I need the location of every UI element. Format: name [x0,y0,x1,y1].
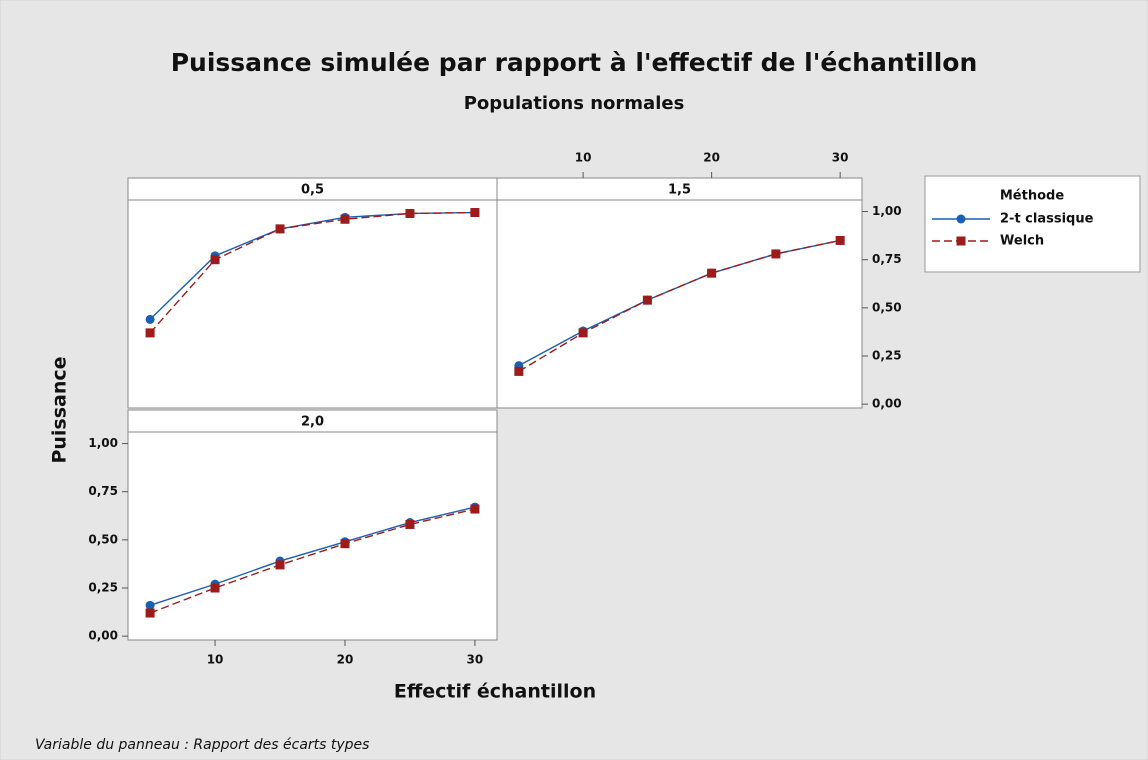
marker [340,214,350,224]
series-line [149,211,475,320]
marker [340,539,350,549]
y-tick-label: 0,50 [872,300,902,314]
marker [835,235,845,245]
chart-subtitle: Populations normales [464,93,685,114]
x-tick-label: 20 [337,653,354,667]
series-line [149,508,476,614]
marker [405,208,415,218]
marker [145,328,155,338]
legend-marker [956,214,966,224]
marker [275,224,285,234]
chart-title: Puissance simulée par rapport à l'effect… [171,48,978,77]
plot-area [496,199,863,409]
panel-label: 0,5 [301,183,324,198]
y-tick-label: 0,00 [88,629,118,643]
marker [642,295,652,305]
marker [275,560,285,570]
legend-marker [956,236,966,246]
legend-label: 2-t classique [1000,212,1094,227]
series-line [149,506,476,606]
y-tick-label: 0,50 [88,532,118,546]
marker [707,268,717,278]
marker [145,314,155,324]
marker [470,504,480,514]
marker [405,519,415,529]
plot-area [127,199,498,409]
y-axis-label: Puissance [49,356,71,463]
marker [145,608,155,618]
x-tick-label: 10 [575,151,592,165]
x-axis-label: Effectif échantillon [394,681,596,703]
x-tick-label: 10 [207,653,224,667]
x-tick-label: 30 [832,151,849,165]
panel-label: 1,5 [668,183,691,198]
marker [470,208,480,218]
y-tick-label: 0,25 [88,581,118,595]
y-tick-label: 0,00 [872,397,902,411]
panel-label: 2,0 [301,415,324,430]
legend-title: Méthode [1000,189,1064,204]
x-tick-label: 30 [467,653,484,667]
y-tick-label: 1,00 [872,204,902,218]
plot-area [127,431,498,641]
footnote: Variable du panneau : Rapport des écarts… [35,737,369,753]
marker [514,366,524,376]
marker [145,600,155,610]
y-tick-label: 0,25 [872,349,902,363]
y-tick-label: 0,75 [872,252,902,266]
marker [210,255,220,265]
marker [210,583,220,593]
x-tick-label: 20 [703,151,720,165]
marker [578,328,588,338]
y-tick-label: 0,75 [88,484,118,498]
legend-label: Welch [1000,234,1044,249]
marker [771,249,781,259]
legend [924,175,1141,273]
y-tick-label: 1,00 [88,436,118,450]
series-line [518,239,841,373]
